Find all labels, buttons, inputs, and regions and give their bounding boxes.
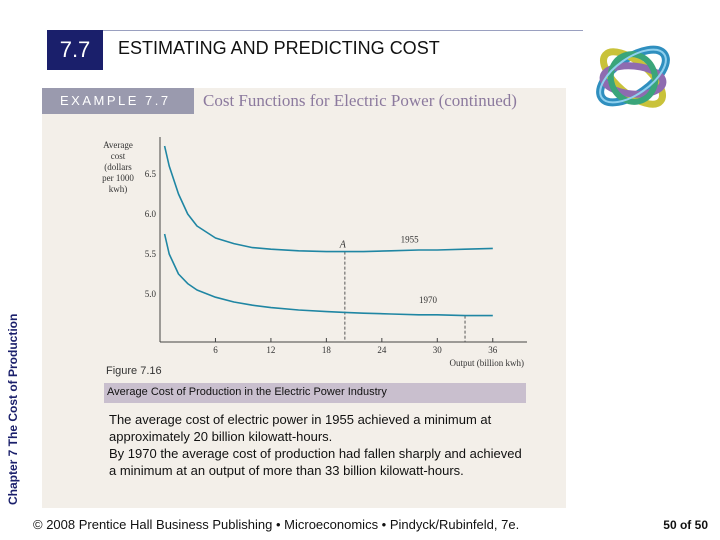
y-axis-label-line: cost	[111, 151, 126, 161]
figure-caption-bar	[104, 383, 526, 403]
example-tab	[42, 88, 194, 114]
example-label: EXAMPLE 7.7	[60, 93, 171, 108]
x-tick-label: 12	[266, 345, 275, 355]
section-title: ESTIMATING AND PREDICTING COST	[118, 38, 440, 58]
x-tick-label: 24	[377, 345, 387, 355]
curve-label: 1955	[401, 234, 420, 244]
y-axis-label-line: (dollars	[104, 162, 132, 172]
example-panel	[42, 88, 566, 508]
curve-label: 1970	[419, 295, 438, 305]
curve-1955	[163, 145, 493, 253]
y-axis-label-line: Average	[103, 140, 133, 150]
description-paragraph-2: By 1970 the average cost of production h…	[109, 446, 522, 478]
section-number: 7.7	[47, 30, 103, 70]
figure-number: Figure 7.16	[106, 365, 162, 377]
x-tick-label: 36	[488, 345, 498, 355]
page-number: 50 of 50	[663, 518, 708, 532]
header-rule	[103, 30, 583, 31]
y-tick-label: 5.5	[145, 249, 157, 259]
example-title: Cost Functions for Electric Power (conti…	[203, 91, 517, 110]
y-axis-label-line: per 1000	[102, 173, 134, 183]
y-tick-label: 6.5	[145, 169, 157, 179]
chapter-side-label: Chapter 7 The Cost of Production	[6, 313, 20, 505]
figure-description: The average cost of electric power in 19…	[109, 411, 529, 479]
curve-1970	[163, 233, 493, 317]
y-tick-label: 5.0	[145, 289, 157, 299]
y-axis-label-line: kwh)	[109, 184, 128, 194]
x-tick-label: 18	[322, 345, 332, 355]
intertwined-rings-icon	[596, 45, 670, 108]
footer-credit: © 2008 Prentice Hall Business Publishing…	[33, 517, 520, 532]
x-tick-label: 6	[213, 345, 218, 355]
x-axis-label: Output (billion kwh)	[450, 358, 525, 368]
x-tick-label: 30	[433, 345, 443, 355]
point-a-label: A	[339, 240, 347, 251]
description-paragraph-1: The average cost of electric power in 19…	[109, 412, 492, 444]
figure-caption: Average Cost of Production in the Electr…	[107, 386, 387, 398]
y-tick-label: 6.0	[145, 209, 157, 219]
